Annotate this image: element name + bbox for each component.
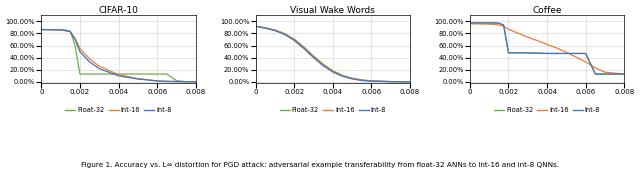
Title: Coffee: Coffee: [532, 6, 562, 15]
Text: Figure 1. Accuracy vs. L∞ distortion for PGD attack: adversarial example transfe: Figure 1. Accuracy vs. L∞ distortion for…: [81, 162, 559, 168]
Title: Visual Wake Words: Visual Wake Words: [291, 6, 375, 15]
Legend: Float-32, Int-16, Int-8: Float-32, Int-16, Int-8: [63, 105, 174, 116]
Legend: Float-32, Int-16, Int-8: Float-32, Int-16, Int-8: [277, 105, 388, 116]
Legend: Float-32, Int-16, Int-8: Float-32, Int-16, Int-8: [492, 105, 603, 116]
Title: CIFAR-10: CIFAR-10: [99, 6, 138, 15]
